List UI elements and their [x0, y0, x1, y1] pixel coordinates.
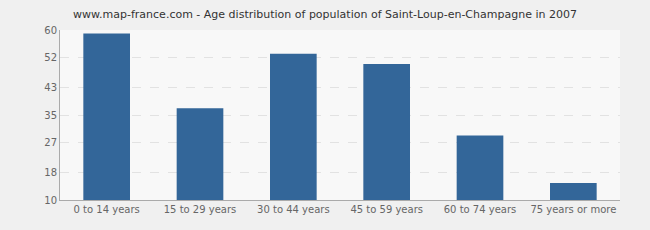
- svg-text:60: 60: [44, 25, 57, 36]
- svg-text:0 to 14 years: 0 to 14 years: [74, 204, 140, 215]
- svg-text:43: 43: [44, 82, 57, 93]
- svg-text:www.map-france.com - Age distr: www.map-france.com - Age distribution of…: [73, 8, 577, 21]
- svg-text:75 years or more: 75 years or more: [530, 204, 616, 215]
- svg-text:27: 27: [44, 137, 57, 148]
- svg-text:60 to 74 years: 60 to 74 years: [444, 204, 517, 215]
- svg-text:35: 35: [44, 110, 57, 121]
- svg-text:52: 52: [44, 52, 57, 63]
- svg-text:15 to 29 years: 15 to 29 years: [164, 204, 237, 215]
- svg-text:10: 10: [44, 195, 57, 206]
- svg-text:18: 18: [44, 167, 57, 178]
- svg-text:45 to 59 years: 45 to 59 years: [350, 204, 423, 215]
- svg-text:30 to 44 years: 30 to 44 years: [257, 204, 330, 215]
